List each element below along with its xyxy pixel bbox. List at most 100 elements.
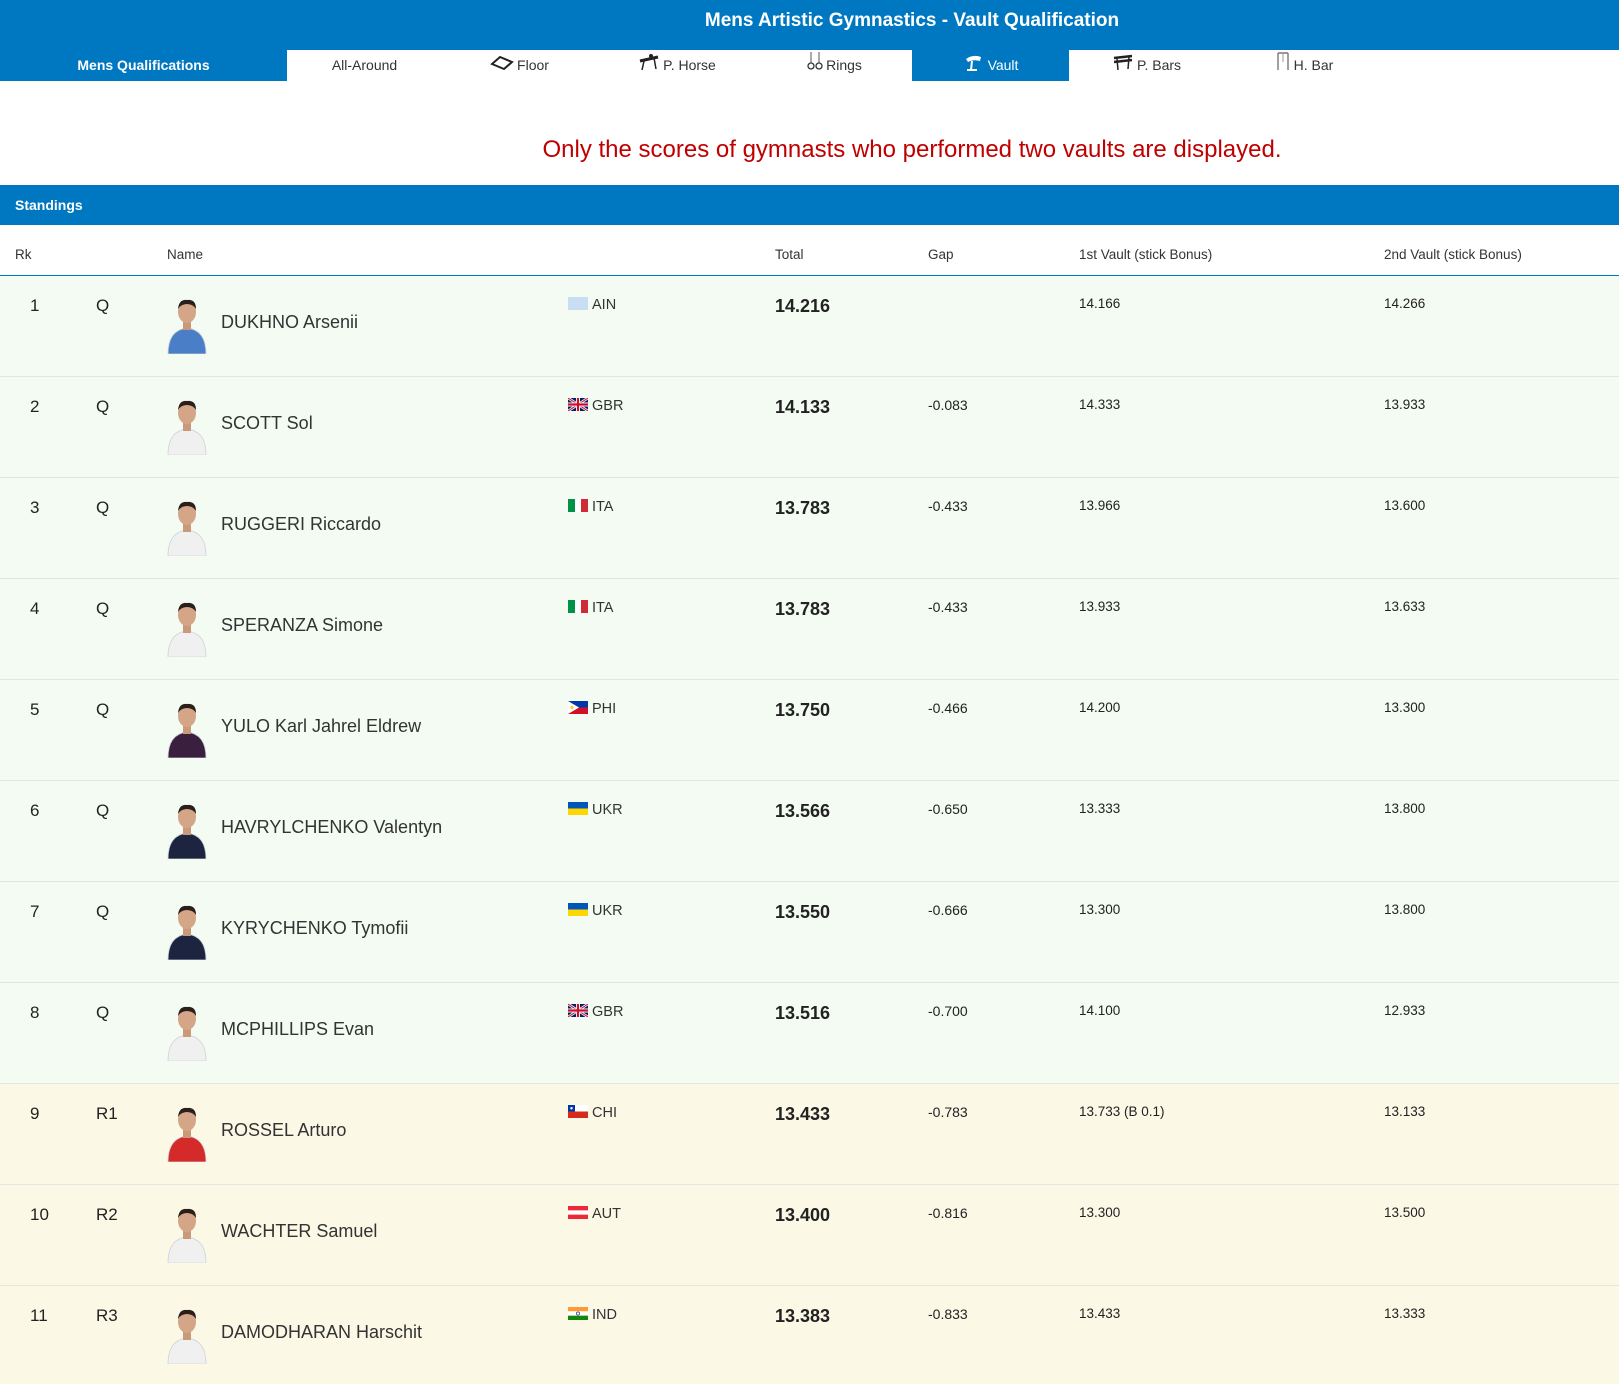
noc-code: GBR	[592, 1004, 624, 1020]
athlete-name[interactable]: YULO Karl Jahrel Eldrew	[221, 716, 422, 736]
gap-score: -0.783	[928, 1104, 968, 1120]
vault1-score: 13.933	[1079, 599, 1121, 614]
chi-flag-icon	[568, 1105, 588, 1118]
noc-code: ITA	[592, 499, 614, 515]
athlete-name[interactable]: DUKHNO Arsenii	[221, 312, 359, 332]
rank: 10	[30, 1205, 49, 1224]
vault2-score: 13.800	[1384, 902, 1426, 917]
table-row[interactable]: 11 R3 DAMODHARAN Harschit IND 13.383 -0.833 13…	[0, 1286, 1619, 1384]
table-row[interactable]: 2 Q SCOTT Sol GBR 14.133 -0.083 14.333 13.933	[0, 377, 1619, 478]
ita-flag-icon	[568, 499, 588, 512]
athlete-name[interactable]: ROSSEL Arturo	[221, 1120, 347, 1140]
rank: 1	[30, 296, 40, 315]
gap-score: -0.700	[928, 1003, 968, 1019]
column-header-vault2[interactable]: 2nd Vault (stick Bonus)	[1384, 247, 1522, 262]
total-score: 13.550	[775, 902, 831, 922]
total-score: 14.216	[775, 296, 831, 316]
ukr-flag-icon	[568, 802, 588, 815]
pommel-horse-icon	[638, 51, 660, 82]
vault-icon	[963, 51, 985, 82]
nation: IND	[568, 1307, 617, 1323]
vault1-score: 14.200	[1079, 700, 1121, 715]
athlete-name[interactable]: RUGGERI Riccardo	[221, 514, 382, 534]
noc-code: ITA	[592, 600, 614, 616]
table-header: Rk Name Total Gap 1st Vault (stick Bonus…	[0, 225, 1619, 276]
column-header-rank[interactable]: Rk	[15, 247, 32, 262]
rank: 9	[30, 1104, 40, 1123]
tab-floor[interactable]: Floor	[442, 50, 597, 81]
noc-code: UKR	[592, 802, 623, 818]
qualification-status: Q	[96, 397, 110, 416]
table-row[interactable]: 9 R1 ROSSEL Arturo CHI 13.433 -0.783 13.733 (B…	[0, 1084, 1619, 1185]
athlete-name[interactable]: MCPHILLIPS Evan	[221, 1019, 375, 1039]
tab-mens-qualifications[interactable]: Mens Qualifications	[0, 50, 287, 81]
total-score: 13.783	[775, 498, 831, 518]
athlete-name[interactable]: DAMODHARAN Harschit	[221, 1322, 423, 1342]
gbr-flag-icon	[567, 1002, 589, 1019]
nation: GBR	[567, 396, 623, 414]
vault2-score: 13.933	[1384, 397, 1426, 412]
tab-label: Vault	[987, 57, 1019, 73]
athlete-avatar	[166, 1003, 208, 1062]
gap-score: -0.666	[928, 902, 968, 918]
total-score: 13.566	[775, 801, 831, 821]
noc-code: IND	[592, 1307, 617, 1323]
table-row[interactable]: 8 Q MCPHILLIPS Evan GBR 13.516 -0.700 14.100 12…	[0, 983, 1619, 1084]
vault1-score: 13.300	[1079, 902, 1121, 917]
table-row[interactable]: 1 Q DUKHNO Arsenii AIN 14.216 14.166 14.266	[0, 276, 1619, 377]
column-header-vault1[interactable]: 1st Vault (stick Bonus)	[1079, 247, 1213, 262]
athlete-avatar	[166, 599, 208, 658]
qualification-status: Q	[96, 700, 110, 719]
table-row[interactable]: 5 Q YULO Karl Jahrel Eldrew PHI 13.750 -0.466…	[0, 680, 1619, 781]
table-row[interactable]: 7 Q KYRYCHENKO Tymofii UKR 13.550 -0.666 13.30…	[0, 882, 1619, 983]
table-row[interactable]: 3 Q RUGGERI Riccardo ITA 13.783 -0.433 13.966 1…	[0, 478, 1619, 579]
column-header-total[interactable]: Total	[775, 247, 804, 262]
qualification-status: Q	[96, 902, 110, 921]
tab-pommel-horse[interactable]: P. Horse	[597, 50, 757, 81]
vault2-score: 13.300	[1384, 700, 1426, 715]
tab-rings[interactable]: Rings	[757, 50, 912, 81]
header-bar: Mens Artistic Gymnastics - Vault Qualifi…	[0, 0, 1619, 50]
vault2-score: 13.600	[1384, 498, 1426, 513]
vault2-score: 13.800	[1384, 801, 1426, 816]
gap-score: -0.083	[928, 397, 968, 413]
noc-code: CHI	[592, 1105, 617, 1121]
athlete-avatar	[166, 1104, 208, 1163]
noc-code: AIN	[592, 297, 617, 313]
athlete-name[interactable]: HAVRYLCHENKO Valentyn	[221, 817, 443, 837]
ain-flag-icon	[568, 297, 588, 310]
column-header-gap[interactable]: Gap	[928, 247, 954, 262]
nation: ITA	[568, 499, 613, 515]
rank: 8	[30, 1003, 40, 1022]
athlete-name[interactable]: SCOTT Sol	[221, 413, 313, 433]
total-score: 13.383	[775, 1306, 831, 1326]
total-score: 13.516	[775, 1003, 831, 1023]
tab-high-bar[interactable]: H. Bar	[1224, 50, 1384, 81]
table-row[interactable]: 10 R2 WACHTER Samuel AUT 13.400 -0.816 13.300 1…	[0, 1185, 1619, 1286]
tab-label: Floor	[517, 57, 549, 73]
gap-score: -0.650	[928, 801, 968, 817]
gap-score: -0.816	[928, 1205, 968, 1221]
rings-icon	[807, 51, 823, 82]
vault1-score: 14.333	[1079, 397, 1121, 412]
tab-all-around[interactable]: All-Around	[287, 50, 442, 81]
table-row[interactable]: 6 Q HAVRYLCHENKO Valentyn UKR 13.566 -0.650 13…	[0, 781, 1619, 882]
tab-parallel-bars[interactable]: P. Bars	[1069, 50, 1224, 81]
athlete-name[interactable]: KYRYCHENKO Tymofii	[221, 918, 409, 938]
athlete-name[interactable]: WACHTER Samuel	[221, 1221, 378, 1241]
table-row[interactable]: 4 Q SPERANZA Simone ITA 13.783 -0.433 13.933 13…	[0, 579, 1619, 680]
rank: 2	[30, 397, 40, 416]
qualification-status: R1	[96, 1104, 118, 1123]
vault1-score: 13.333	[1079, 801, 1121, 816]
vault1-score: 13.733 (B 0.1)	[1079, 1104, 1165, 1119]
total-score: 13.783	[775, 599, 831, 619]
athlete-name[interactable]: SPERANZA Simone	[221, 615, 384, 635]
nation: UKR	[568, 903, 623, 919]
column-header-name[interactable]: Name	[167, 247, 204, 262]
phi-flag-icon	[568, 701, 588, 714]
nation: PHI	[568, 701, 616, 717]
tab-vault[interactable]: Vault	[912, 50, 1069, 81]
vault2-score: 13.633	[1384, 599, 1426, 614]
rank: 11	[30, 1306, 48, 1325]
vault1-score: 13.433	[1079, 1306, 1121, 1321]
